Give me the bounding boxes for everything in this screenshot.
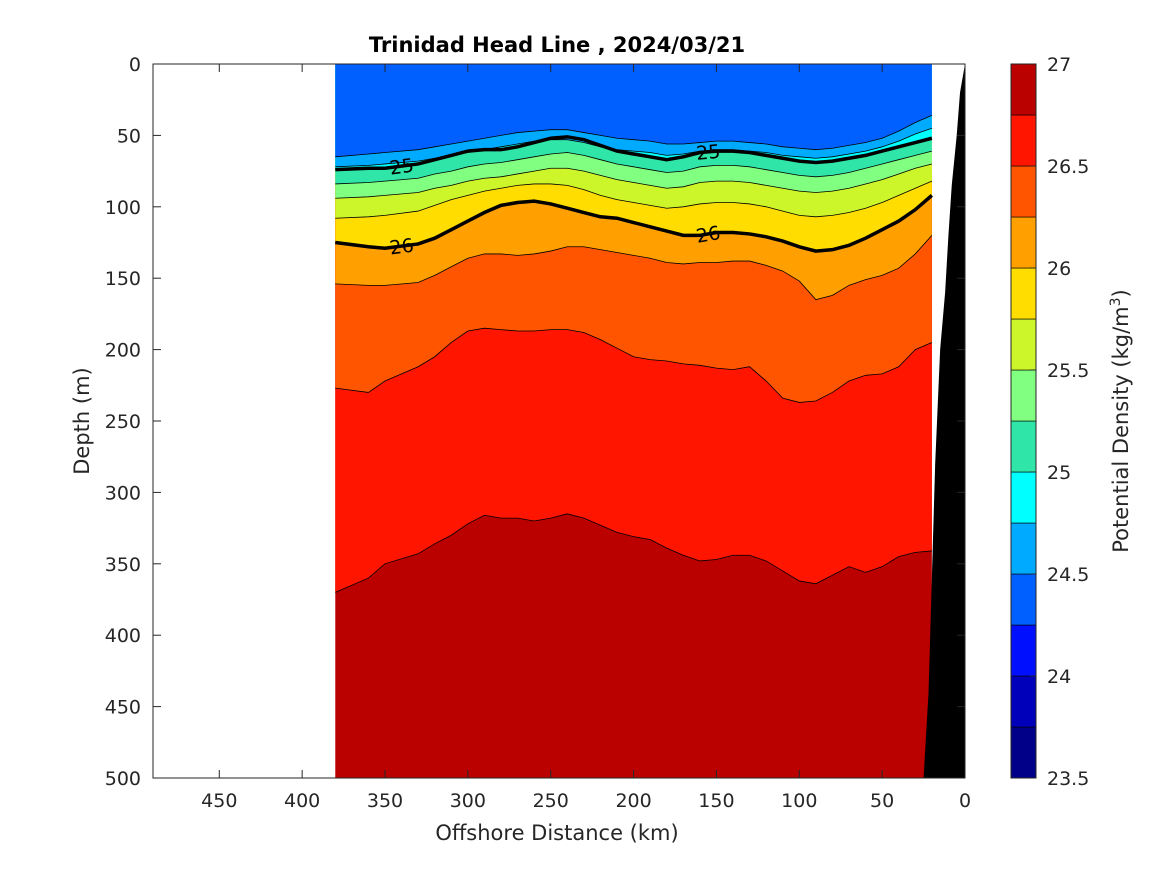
x-axis-label: Offshore Distance (km) — [435, 821, 678, 845]
colorbar-tick-label: 25 — [1047, 462, 1071, 484]
y-tick-label: 400 — [105, 625, 141, 647]
x-tick-label: 100 — [781, 790, 817, 812]
y-tick-label: 500 — [105, 768, 141, 790]
y-tick-label: 100 — [105, 197, 141, 219]
colorbar-label: Potential Density (kg/m3) — [1108, 289, 1133, 553]
colorbar-tick-label: 26.5 — [1047, 156, 1089, 178]
colorbar-segment — [1010, 165, 1037, 218]
y-tick-label: 300 — [105, 482, 141, 504]
y-tick-label: 450 — [105, 697, 141, 719]
y-tick-label: 150 — [105, 268, 141, 290]
plot-area — [335, 64, 932, 778]
chart-title: Trinidad Head Line , 2024/03/21 — [369, 33, 745, 57]
density-band-24-5 — [335, 64, 932, 157]
x-tick-label: 400 — [284, 790, 320, 812]
x-tick-label: 50 — [870, 790, 894, 812]
contour-label-26: 26 — [695, 222, 723, 248]
colorbar-label-main: Potential Density (kg/m — [1109, 306, 1133, 552]
contour-line-26-5 — [335, 327, 933, 403]
contour-line-26 — [335, 194, 933, 253]
x-tick-label: 250 — [533, 790, 569, 812]
colorbar-segment — [1010, 726, 1037, 779]
colorbar-tick-label: 26 — [1047, 258, 1071, 280]
y-tick-label: 0 — [129, 54, 141, 76]
x-tick-label: 450 — [201, 790, 237, 812]
colorbar-label-superscript: 3 — [1108, 297, 1124, 306]
colorbar-segment — [1010, 420, 1037, 473]
x-tick-label: 200 — [615, 790, 651, 812]
contour-line-26-75 — [335, 513, 932, 593]
colorbar-segment — [1010, 573, 1037, 626]
seafloor — [923, 64, 965, 778]
y-axis: 0 50 100 150 200 250 300 350 400 450 500 — [105, 54, 965, 790]
x-tick-label: 150 — [698, 790, 734, 812]
contour-line-26-25 — [335, 235, 933, 301]
y-tick-label: 350 — [105, 554, 141, 576]
colorbar-tick-label: 24.5 — [1047, 564, 1089, 586]
density-band-inshore — [815, 69, 929, 122]
colorbar-segment — [1010, 471, 1037, 524]
colorbar-segment — [1010, 63, 1037, 116]
colorbar-tick-label: 24 — [1047, 666, 1071, 688]
colorbar-segment — [1010, 675, 1037, 728]
contour-label-25: 25 — [388, 155, 415, 180]
y-tick-label: 200 — [105, 340, 141, 362]
y-axis-label: Depth (m) — [70, 367, 94, 474]
y-tick-label: 50 — [117, 125, 141, 147]
x-tick-label: 300 — [450, 790, 486, 812]
colorbar-tick-label: 25.5 — [1047, 360, 1089, 382]
colorbar-tick-label: 27 — [1047, 54, 1071, 76]
contour-line-25 — [335, 135, 933, 172]
x-tick-label: 0 — [959, 790, 971, 812]
colorbar-segment — [1010, 114, 1037, 167]
colorbar-segment — [1010, 267, 1037, 320]
contour-label-25: 25 — [695, 141, 721, 165]
colorbar-segment — [1010, 522, 1037, 575]
colorbar: 27 26.5 26 25.5 25 24.5 24 23.5 — [1010, 54, 1089, 790]
colorbar-segment — [1010, 624, 1037, 677]
colorbar-segment — [1010, 369, 1037, 422]
contour-line-24-5 — [335, 115, 933, 158]
x-axis: 450 400 350 300 250 200 150 100 50 0 — [201, 64, 971, 812]
contour-line-25-75 — [335, 180, 933, 219]
contour-lines: 25 25 26 26 — [335, 64, 965, 778]
colorbar-segment — [1010, 318, 1037, 371]
contour-line-25-5 — [335, 163, 932, 199]
colorbar-frame — [1010, 63, 1037, 779]
contour-label-26: 26 — [388, 235, 415, 260]
colorbar-tick-label: 23.5 — [1047, 768, 1089, 790]
y-tick-label: 250 — [105, 411, 141, 433]
colorbar-segment — [1010, 216, 1037, 269]
colorbar-label-close: ) — [1109, 289, 1133, 297]
contour-line-25-25 — [335, 150, 932, 185]
x-tick-label: 350 — [367, 790, 403, 812]
